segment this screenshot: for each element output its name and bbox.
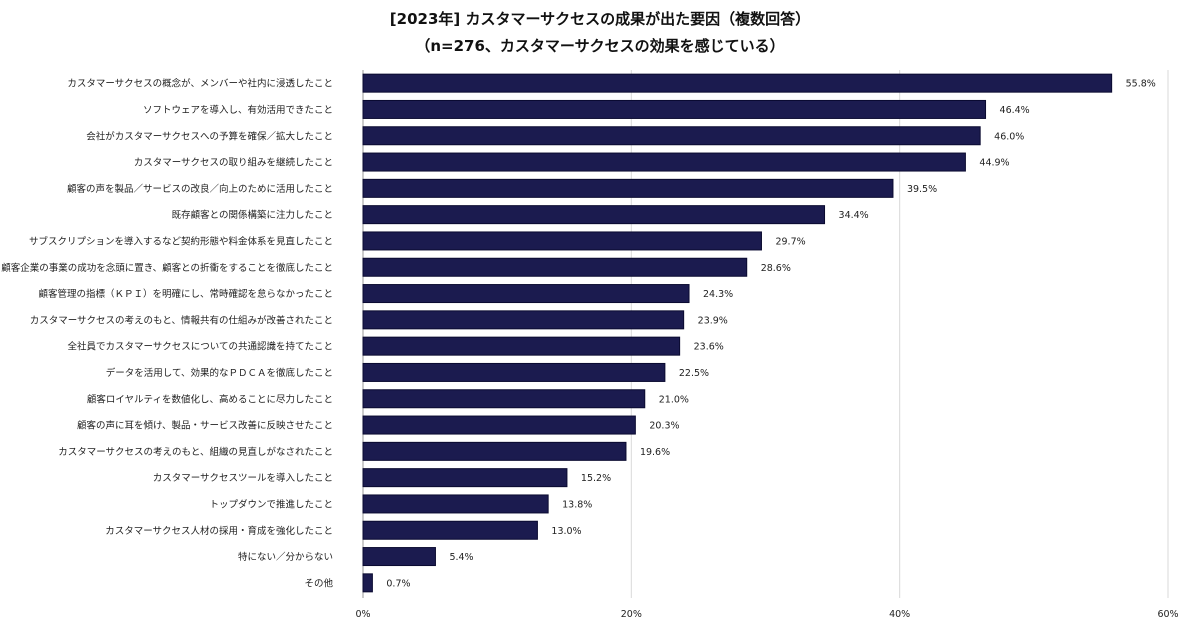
category-label: 顧客の声を製品／サービスの改良／向上のために活用したこと (67, 183, 333, 195)
data-label: 44.9% (979, 158, 1009, 169)
bar (362, 336, 681, 356)
category-label: 会社がカスタマーサクセスへの予算を確保／拡大したこと (86, 130, 333, 142)
data-label: 34.4% (839, 210, 869, 221)
data-label: 13.8% (562, 499, 592, 510)
bar (362, 126, 981, 146)
category-label: 特にない／分からない (238, 551, 333, 563)
category-label: データを活用して、効果的なＰＤＣＡを徹底したこと (106, 367, 333, 379)
bar (362, 178, 894, 198)
category-label: サブスクリプションを導入するなど契約形態や料金体系を見直したこと (29, 235, 333, 247)
data-label: 13.0% (551, 526, 581, 537)
bar (362, 257, 748, 277)
bar (362, 415, 636, 435)
category-label: カスタマーサクセスの考えのもと、組織の見直しがなされたこと (58, 446, 333, 458)
x-tick-label: 40% (889, 609, 910, 620)
category-label: カスタマーサクセスツールを導入したこと (153, 472, 333, 484)
data-label: 22.5% (679, 368, 709, 379)
category-label: カスタマーサクセスの概念が、メンバーや社内に浸透したこと (67, 78, 333, 90)
data-label: 46.0% (994, 131, 1024, 142)
bar (362, 152, 966, 172)
data-label: 5.4% (449, 552, 473, 563)
chart-title: [2023年] カスタマーサクセスの成果が出た要因（複数回答） (389, 10, 811, 28)
x-tick-label: 20% (621, 609, 642, 620)
x-tick-label: 60% (1157, 609, 1178, 620)
bar (362, 73, 1113, 93)
bar (362, 547, 436, 567)
category-label: カスタマーサクセスの考えのもと、情報共有の仕組みが改善されたこと (30, 314, 333, 326)
data-label: 21.0% (659, 394, 689, 405)
bar (362, 99, 987, 119)
chart-subtitle: （n=276、カスタマーサクセスの効果を感じている） (415, 37, 785, 55)
bar (362, 231, 762, 251)
category-label: 顧客ロイヤルティを数値化し、高めることに尽力したこと (87, 393, 333, 405)
bar (362, 441, 627, 461)
data-label: 28.6% (761, 263, 791, 274)
category-label: その他 (304, 577, 333, 589)
category-label: トップダウンで推進したこと (209, 498, 333, 510)
bar (362, 205, 826, 225)
data-label: 24.3% (703, 289, 733, 300)
category-label: カスタマーサクセス人材の採用・育成を強化したこと (105, 525, 333, 537)
bar (362, 310, 685, 330)
category-label: 全社員でカスタマーサクセスについての共通認識を持てたこと (67, 341, 333, 353)
data-label: 55.8% (1126, 79, 1156, 90)
bar (362, 494, 549, 514)
bar (362, 362, 666, 382)
data-label: 19.6% (640, 447, 670, 458)
data-label: 29.7% (775, 236, 805, 247)
data-label: 23.6% (694, 342, 724, 353)
bar (362, 520, 538, 540)
data-label: 46.4% (1000, 105, 1030, 116)
category-label: 顧客管理の指標（ＫＰＩ）を明確にし、常時確認を怠らなかったこと (38, 288, 333, 300)
category-label: ソフトウェアを導入し、有効活用できたこと (143, 104, 333, 116)
x-tick-label: 0% (355, 609, 370, 620)
bar (362, 468, 568, 488)
data-label: 20.3% (649, 421, 679, 432)
bar (362, 389, 646, 409)
data-label: 23.9% (698, 315, 728, 326)
bar (362, 573, 373, 593)
category-label: カスタマーサクセスの取り組みを継続したこと (134, 157, 333, 169)
data-label: 39.5% (907, 184, 937, 195)
category-label: 顧客企業の事業の成功を念頭に置き、顧客との折衝をすることを徹底したこと (1, 262, 333, 274)
data-label: 15.2% (581, 473, 611, 484)
bar (362, 284, 690, 304)
category-label: 顧客の声に耳を傾け、製品・サービス改善に反映させたこと (77, 420, 333, 432)
category-label: 既存顧客との関係構築に注力したこと (172, 209, 333, 221)
data-label: 0.7% (386, 578, 410, 589)
